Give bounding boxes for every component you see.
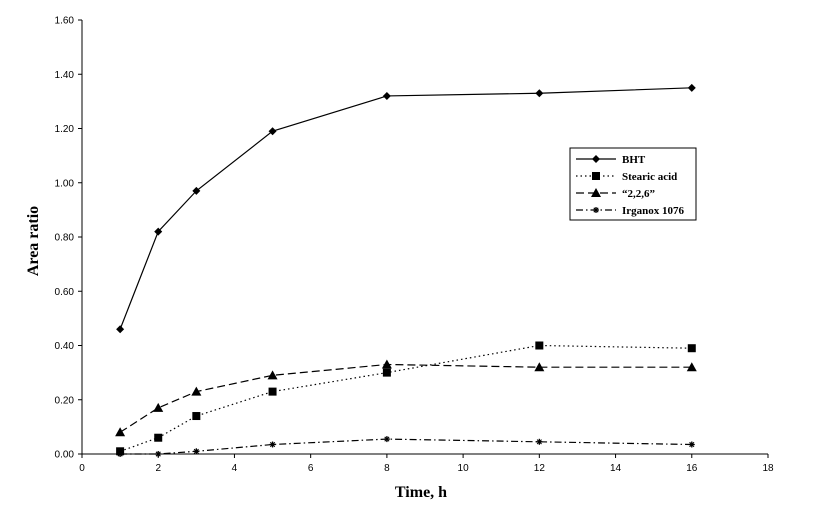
series-line	[119, 344, 692, 452]
series-0	[116, 83, 696, 334]
legend-box	[569, 147, 697, 221]
data-point	[687, 344, 696, 353]
series-layer	[115, 83, 697, 457]
x-tick-label: 8	[384, 463, 390, 474]
data-point	[116, 325, 125, 334]
legend-marker	[592, 172, 600, 180]
data-point	[687, 83, 696, 92]
y-tick-label: 1.60	[55, 16, 75, 27]
data-point	[383, 436, 390, 443]
y-axis-ticks: 0.00 0.20 0.40 0.60 0.80 1.00 1.20 1.40 1.60	[55, 16, 82, 461]
data-point	[535, 341, 544, 350]
x-tick-label: 4	[232, 463, 238, 474]
data-point	[268, 387, 277, 396]
x-tick-label: 16	[686, 463, 698, 474]
data-point	[191, 386, 202, 396]
data-point	[267, 370, 278, 380]
y-tick-label: 0.40	[55, 341, 75, 352]
x-axis-ticks: 0 2 4 6 8 10 12 14 16 18	[79, 454, 774, 474]
data-point	[192, 412, 201, 421]
y-axis-title: Area ratio	[25, 206, 42, 276]
y-tick-label: 0.80	[55, 233, 75, 244]
series-2	[115, 359, 697, 437]
series-1	[116, 341, 696, 456]
chart-axes	[81, 20, 768, 455]
legend-marker	[591, 188, 601, 197]
data-point	[117, 451, 124, 457]
data-point	[534, 362, 545, 372]
data-point	[686, 362, 697, 372]
legend-label: BHT	[622, 154, 646, 166]
y-tick-label: 0.20	[55, 395, 75, 406]
y-tick-label: 0.00	[55, 450, 75, 461]
data-point	[268, 127, 277, 136]
data-point	[269, 441, 276, 448]
y-tick-label: 1.20	[55, 124, 75, 135]
data-point	[153, 402, 164, 412]
x-tick-label: 2	[155, 463, 161, 474]
legend-label: Stearic acid	[622, 171, 677, 183]
x-tick-label: 18	[762, 463, 774, 474]
legend-label: “2,2,6”	[622, 188, 655, 200]
series-line	[119, 363, 692, 433]
y-tick-label: 0.60	[55, 287, 75, 298]
x-tick-label: 12	[534, 463, 546, 474]
data-point	[536, 438, 543, 445]
legend-item: Stearic acid	[576, 171, 677, 183]
legend: BHT Stearic acid “2,2,6” Irganox 1076	[569, 147, 697, 221]
data-point	[192, 186, 201, 195]
x-tick-label: 10	[458, 463, 470, 474]
data-point	[688, 441, 695, 448]
data-point	[154, 227, 163, 236]
data-point	[115, 427, 126, 437]
data-point	[382, 91, 391, 100]
data-point	[382, 368, 391, 377]
x-tick-label: 0	[79, 463, 85, 474]
legend-item: “2,2,6”	[576, 188, 655, 200]
data-point	[155, 451, 162, 457]
x-tick-label: 6	[308, 463, 314, 474]
legend-marker	[593, 207, 599, 213]
series-line	[120, 438, 692, 455]
x-tick-label: 14	[610, 463, 622, 474]
legend-item: BHT	[576, 154, 646, 166]
y-tick-label: 1.00	[55, 178, 75, 189]
legend-label: Irganox 1076	[622, 205, 685, 217]
data-point	[535, 89, 544, 98]
legend-item: Irganox 1076	[576, 205, 685, 217]
data-point	[154, 433, 163, 442]
data-point	[193, 448, 200, 455]
data-point	[381, 359, 392, 369]
x-axis-title: Time, h	[395, 484, 447, 501]
legend-marker	[592, 155, 600, 163]
y-tick-label: 1.40	[55, 70, 75, 81]
series-3	[117, 436, 695, 457]
